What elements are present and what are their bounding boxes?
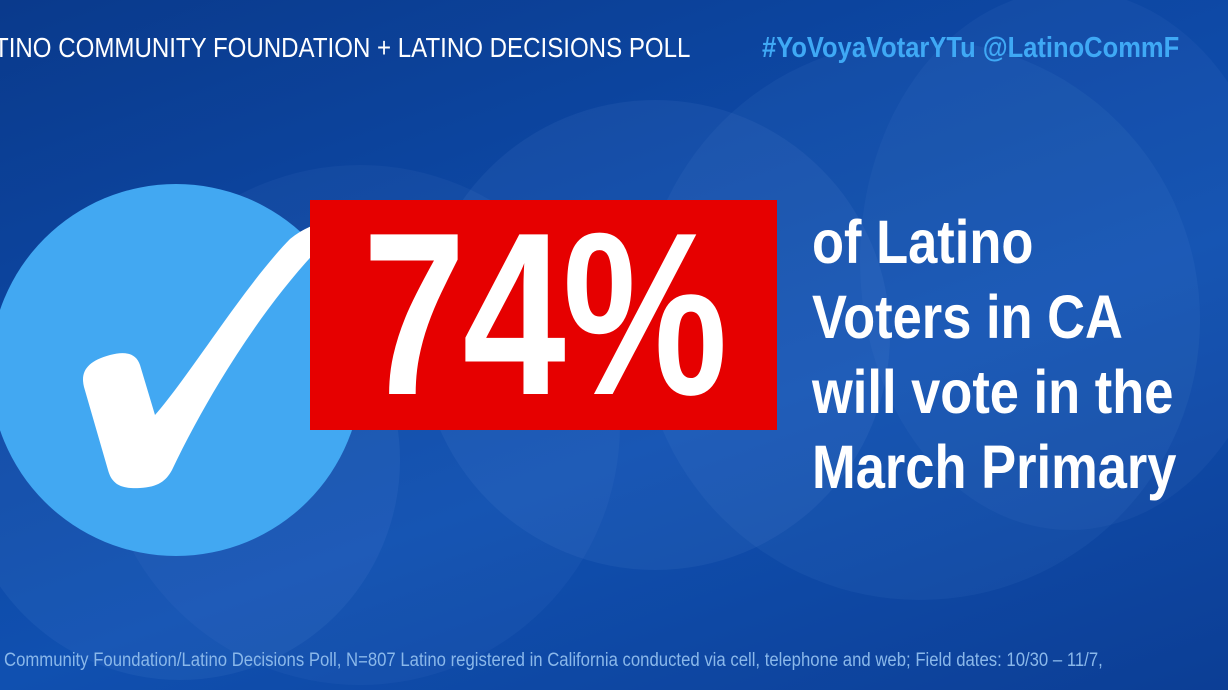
social-hashtags: #YoVoyaVotarYTu @LatinoCommF bbox=[762, 32, 1180, 64]
poll-title: TINO COMMUNITY FOUNDATION + LATINO DECIS… bbox=[0, 32, 691, 63]
stat-highlight-box: 74% bbox=[310, 185, 777, 444]
checkmark-icon bbox=[83, 222, 338, 489]
stat-description-line: will vote in the bbox=[812, 358, 1174, 426]
stat-description-line: of Latino bbox=[812, 208, 1034, 276]
stat-description-line: March Primary bbox=[812, 433, 1177, 501]
stat-description-line: Voters in CA bbox=[812, 283, 1123, 351]
background-circle bbox=[860, 0, 1228, 530]
stat-description: of Latino Voters in CA will vote in the … bbox=[812, 205, 1228, 505]
source-footnote: Community Foundation/Latino Decisions Po… bbox=[4, 650, 1103, 671]
stat-percentage: 74% bbox=[362, 185, 728, 444]
